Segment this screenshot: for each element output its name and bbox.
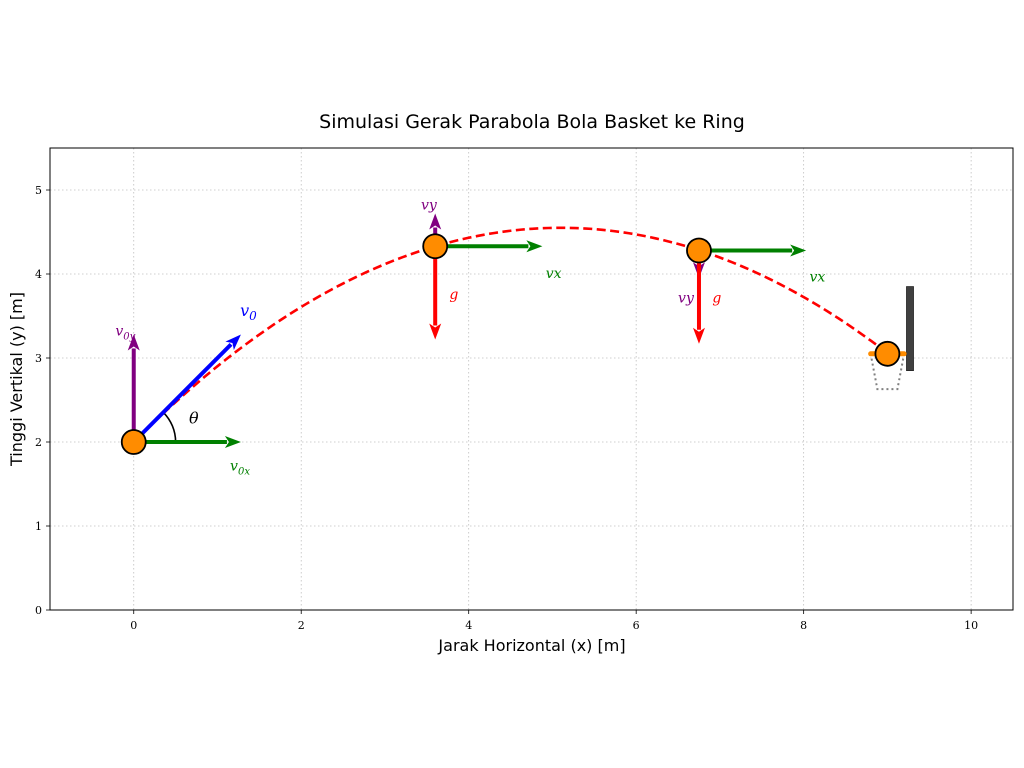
x-axis: 0 2 4 6 8 10 (130, 610, 978, 632)
label-g1: g (449, 287, 458, 303)
vx-1-head (526, 240, 543, 253)
ball-2 (422, 233, 449, 260)
vx-2-head (790, 244, 807, 257)
vx-1-arrow (435, 240, 543, 253)
v0y-arrow (127, 334, 140, 442)
chart-title: Simulasi Gerak Parabola Bola Basket ke R… (319, 111, 745, 133)
label-v0y: v0y (115, 323, 135, 342)
y-tick-label: 0 (35, 604, 42, 617)
x-tick-label: 6 (633, 619, 640, 632)
v0x-arrow (133, 436, 241, 448)
label-g2: g (712, 291, 721, 307)
label-vy2: vy (678, 291, 695, 307)
label-vx2: vx (810, 270, 826, 286)
g-2-arrow (692, 250, 705, 344)
ball-1 (120, 429, 147, 455)
v0x-head (224, 436, 241, 448)
v0y-head (127, 334, 140, 351)
y-tick-label: 3 (35, 352, 42, 365)
x-tick-label: 10 (964, 619, 978, 632)
g-2-head (692, 327, 705, 344)
label-vy1: vy (421, 197, 438, 213)
label-v0x: v0x (230, 459, 250, 478)
y-tick-label: 1 (35, 520, 42, 533)
hoop-net (869, 353, 906, 391)
x-tick-label: 4 (465, 619, 472, 632)
x-tick-label: 0 (130, 619, 137, 632)
label-theta: θ (189, 409, 199, 428)
y-tick-label: 4 (35, 268, 42, 281)
y-tick-label: 5 (35, 184, 42, 197)
v0-arrow (132, 334, 241, 444)
y-tick-label: 2 (35, 436, 42, 449)
y-axis-title: Tinggi Vertikal (y) [m] (7, 292, 26, 467)
plot-area (120, 213, 914, 455)
v0-head (225, 334, 241, 351)
x-tick-label: 2 (298, 619, 305, 632)
label-vx1: vx (546, 266, 562, 282)
x-tick-label: 8 (800, 619, 807, 632)
y-axis: 0 1 2 3 4 5 (35, 184, 50, 617)
vy-1-head (429, 213, 442, 230)
g-1-arrow (429, 246, 442, 340)
theta-arc (162, 411, 177, 443)
vx-2-arrow (698, 244, 807, 257)
trajectory-line (132, 226, 889, 443)
label-v0: v0 (240, 301, 257, 323)
v0-shaft (132, 342, 233, 444)
ball-4 (874, 340, 901, 367)
ball-3 (686, 237, 712, 264)
backboard (906, 286, 914, 372)
g-1-head (429, 323, 442, 340)
plot-frame (49, 147, 1014, 611)
x-axis-title: Jarak Horizontal (x) [m] (437, 636, 625, 655)
